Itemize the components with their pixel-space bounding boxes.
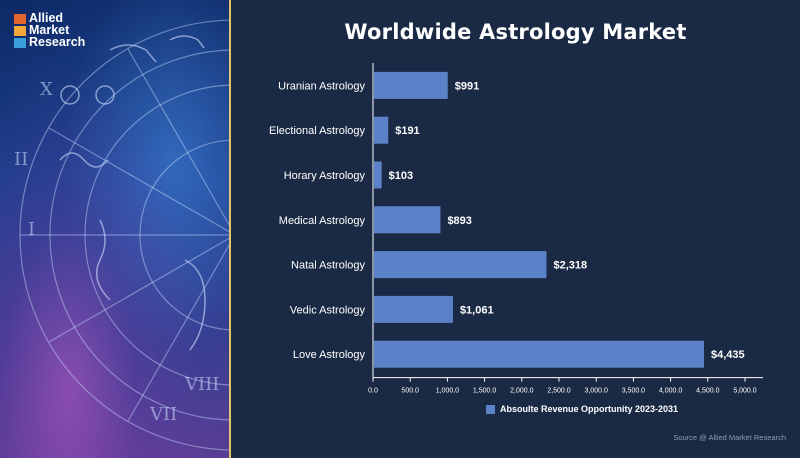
chart-legend: Absoulte Revenue Opportunity 2023-2031 [486,404,678,414]
bar-value-label: $991 [455,80,479,92]
x-tick-label: 3,000.0 [585,388,608,395]
bar-value-label: $103 [389,170,413,182]
bar-chart: Uranian Astrology $991 Electional Astrolog… [269,63,763,395]
x-tick-label: 2,000.0 [510,388,533,395]
x-tick-label: 0.0 [368,388,378,395]
x-tick-label: 1,500.0 [473,388,496,395]
allied-market-research-logo: Allied Market Research [14,12,85,48]
x-tick-label: 500.0 [401,388,419,395]
lion-sign-icon [184,259,206,351]
decorative-zodiac-panel: II I X VIII VII Allied Market Research [0,0,229,458]
legend-label: Absoulte Revenue Opportunity 2023-2031 [500,404,679,414]
category-label: Uranian Astrology [278,80,365,92]
logo-square-blue [14,38,26,48]
category-label: Horary Astrology [284,170,366,182]
logo-line-2: Market [29,23,70,37]
category-label: Medical Astrology [279,215,366,227]
bar [374,161,382,189]
bar [374,116,389,144]
bar-value-label: $1,061 [460,304,494,316]
bar [374,71,448,99]
source-credit: Source @ Allied Market Research [673,433,786,442]
svg-text:I: I [28,219,35,240]
bar-value-label: $893 [447,215,471,227]
category-label: Vedic Astrology [290,304,366,316]
legend-swatch [486,404,495,414]
logo-line-1: Allied [29,11,64,25]
svg-text:VIII: VIII [184,374,219,395]
logo-square-yellow [14,26,26,36]
category-label: Natal Astrology [291,260,365,272]
crab-sign-icon [59,152,109,168]
category-label: Love Astrology [293,349,366,361]
svg-text:X: X [40,79,53,100]
bar [374,340,704,368]
chart-title: Worldwide Astrology Market [344,20,687,44]
bar [374,251,547,279]
svg-text:II: II [14,149,28,170]
x-tick-label: 2,500.0 [547,388,570,395]
bar [374,295,453,323]
logo-mark [14,14,26,48]
x-tick-label: 3,500.0 [622,388,645,395]
zodiac-wheel-illustration: II I X VIII VII [14,19,229,451]
bar-value-label: $191 [395,125,419,137]
svg-text:VII: VII [149,404,177,425]
gold-divider [229,0,231,458]
scorpion-sign-icon [95,219,111,301]
x-tick-label: 4,000.0 [659,388,682,395]
bar [374,206,441,234]
x-tick-label: 5,000.0 [733,388,756,395]
category-label: Electional Astrology [269,125,365,137]
logo-square-orange [14,14,26,24]
logo-wordmark: Allied Market Research [29,11,86,49]
chart-panel: Worldwide Astrology Market Uranian Astro… [231,0,800,458]
logo-line-3: Research [29,35,86,49]
x-tick-label: 4,500.0 [696,388,719,395]
bar-value-label: $2,318 [553,260,587,272]
bar-value-label: $4,435 [711,349,745,361]
x-tick-label: 1,000.0 [436,388,459,395]
